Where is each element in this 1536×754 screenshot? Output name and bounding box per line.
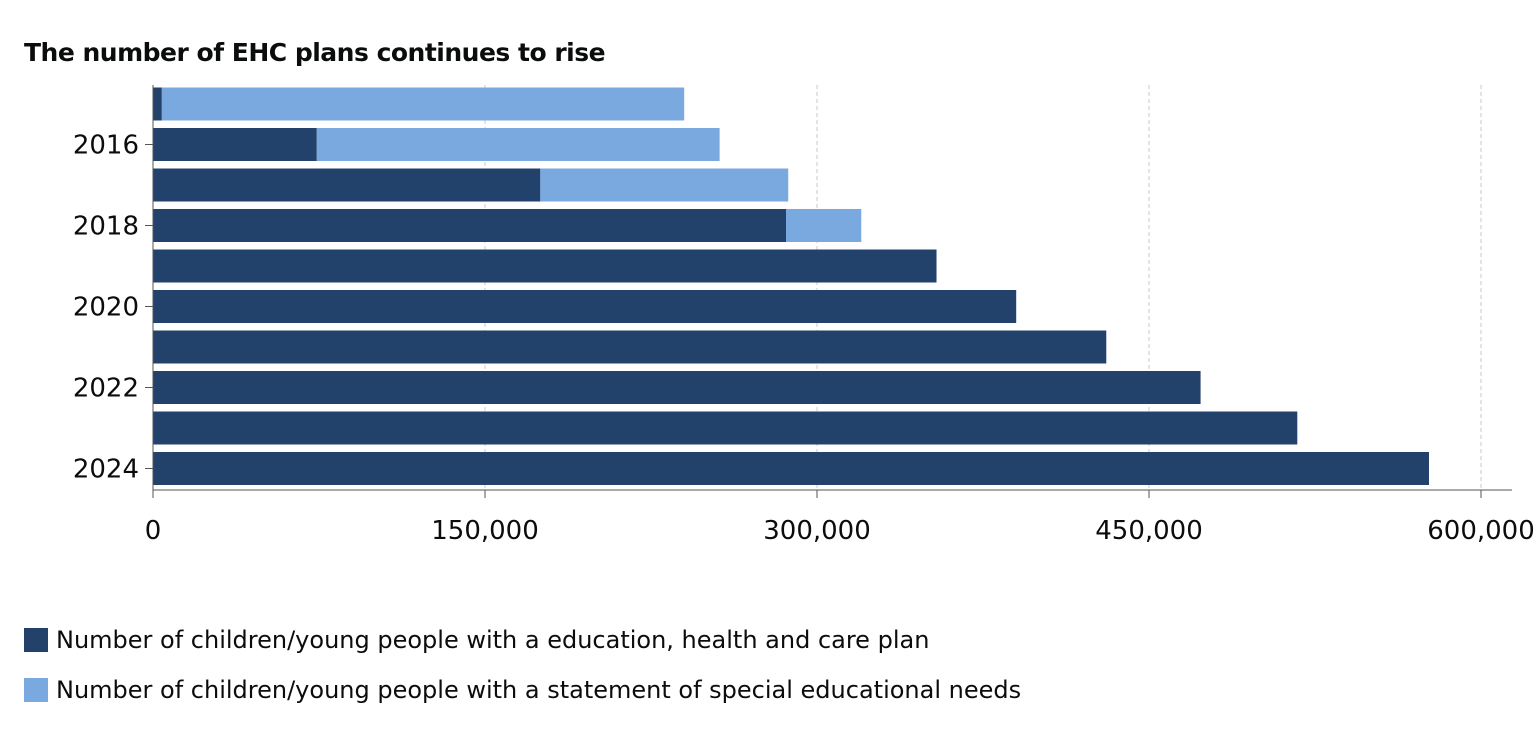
legend-item-ehc: Number of children/young people with a e… xyxy=(24,626,929,654)
bar-ehc-2024 xyxy=(153,452,1429,485)
bar-ehc-2020 xyxy=(153,290,1017,323)
bar-statement-2015 xyxy=(161,87,685,121)
x-tick-label: 150,000 xyxy=(431,516,539,546)
bar-ehc-2019 xyxy=(153,249,937,283)
x-tick-label: 300,000 xyxy=(763,516,871,546)
bar-ehc-2023 xyxy=(153,411,1298,445)
bar-statement-2017 xyxy=(540,168,789,202)
y-tick-label: 2016 xyxy=(73,131,139,161)
legend-item-statement: Number of children/young people with a s… xyxy=(24,676,1021,704)
bar-ehc-2017 xyxy=(153,168,541,202)
x-tick-label: 0 xyxy=(145,516,162,546)
y-tick-label: 2024 xyxy=(73,455,139,485)
legend-label-statement: Number of children/young people with a s… xyxy=(56,676,1022,704)
chart-title: The number of EHC plans continues to ris… xyxy=(24,38,606,67)
bar-ehc-2021 xyxy=(153,330,1107,364)
bar-ehc-2016 xyxy=(153,128,317,161)
bar-ehc-2018 xyxy=(153,209,787,242)
legend-swatch-ehc xyxy=(24,628,48,652)
x-tick-label: 450,000 xyxy=(1095,516,1203,546)
y-tick-label: 2018 xyxy=(73,212,139,242)
y-tick-label: 2022 xyxy=(73,374,139,404)
bar-statement-2016 xyxy=(316,128,720,161)
bar-statement-2018 xyxy=(786,209,862,242)
y-tick-label: 2020 xyxy=(73,293,139,323)
bar-ehc-2022 xyxy=(153,371,1201,404)
legend-label-ehc: Number of children/young people with a e… xyxy=(56,626,930,654)
bar-ehc-2015 xyxy=(153,87,162,121)
legend-swatch-statement xyxy=(24,678,48,702)
x-tick-label: 600,000 xyxy=(1427,516,1535,546)
